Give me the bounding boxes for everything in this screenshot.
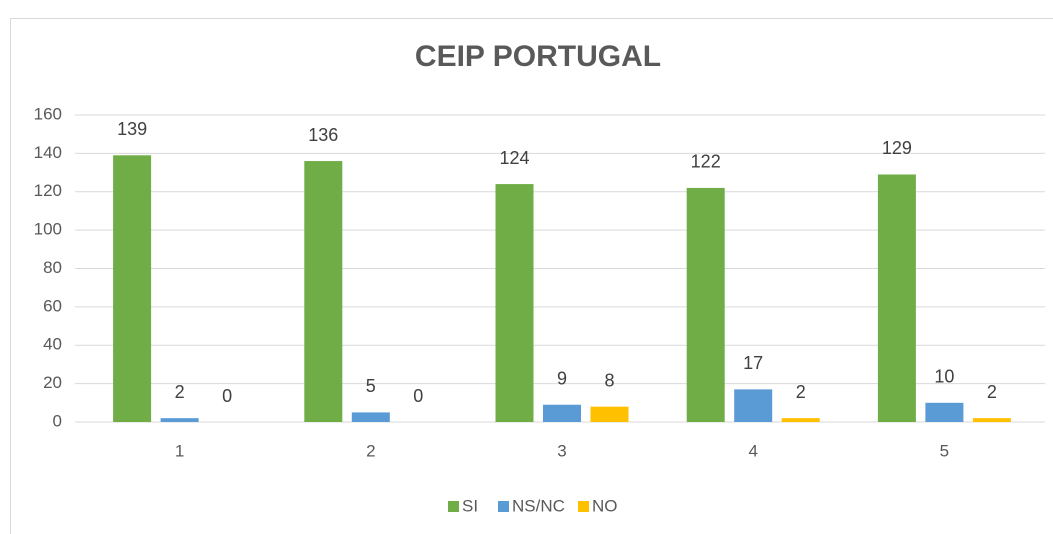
bar [351,412,390,422]
data-label: 17 [743,353,763,373]
bar [304,161,343,423]
data-label: 2 [796,382,806,402]
legend-swatch [498,501,509,512]
bar [925,402,964,422]
y-tick-label: 20 [43,373,62,392]
x-tick-label: 5 [940,441,949,460]
data-label: 5 [366,376,376,396]
data-label: 10 [934,367,954,387]
x-tick-label: 3 [557,441,566,460]
data-label: 2 [987,382,997,402]
legend-label: SI [462,496,478,515]
data-label: 9 [557,368,567,388]
bar [686,187,725,422]
data-label: 124 [499,148,529,168]
x-tick-label: 1 [175,441,184,460]
bar [972,418,1011,422]
data-label: 2 [175,382,185,402]
bar [113,155,152,422]
bar [877,174,916,422]
bar [781,418,820,422]
bar [590,406,629,422]
y-tick-label: 40 [43,335,62,354]
data-label: 8 [604,370,614,390]
bar [734,389,773,422]
data-label: 122 [691,152,721,172]
y-tick-label: 140 [34,143,62,162]
bar [543,404,581,422]
x-tick-label: 2 [366,441,375,460]
y-tick-label: 120 [34,181,62,200]
y-tick-label: 160 [34,104,62,123]
legend-label: NO [592,496,618,515]
data-label: 139 [117,119,147,139]
y-tick-label: 0 [53,411,62,430]
bar [495,184,534,422]
legend-label: NS/NC [512,496,565,515]
data-label: 0 [413,386,423,406]
data-label: 0 [222,386,232,406]
data-label: 136 [308,125,338,145]
data-label: 129 [882,138,912,158]
y-tick-label: 100 [34,220,62,239]
y-tick-label: 80 [43,258,62,277]
legend-swatch [578,501,589,512]
x-tick-label: 4 [748,441,757,460]
y-tick-label: 60 [43,296,62,315]
chart-title: CEIP PORTUGAL [415,40,661,73]
legend-swatch [448,501,459,512]
bar [160,418,199,422]
